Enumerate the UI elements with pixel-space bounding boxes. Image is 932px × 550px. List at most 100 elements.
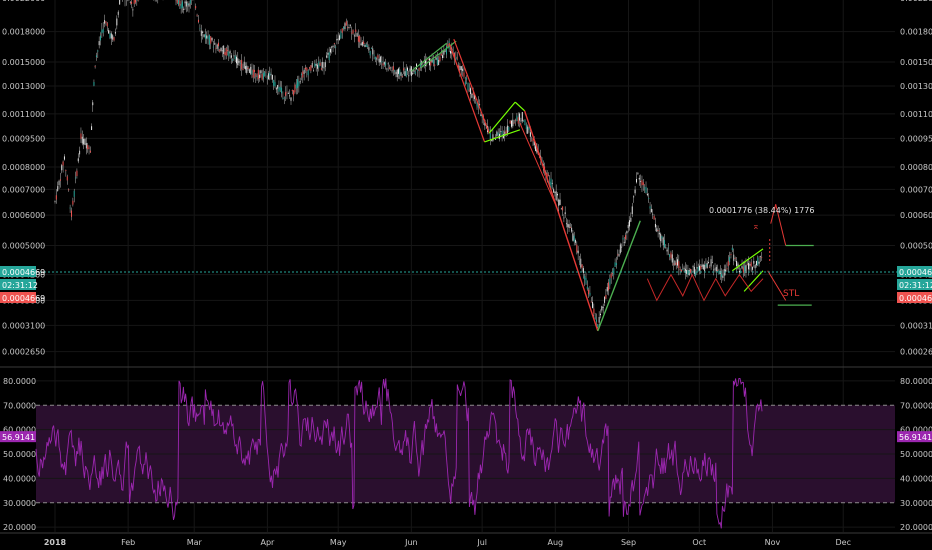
candle-body <box>304 67 306 70</box>
candle-body <box>221 50 223 52</box>
price-tick-label-left: 0.0015000 <box>2 58 45 67</box>
candle-body <box>187 3 189 5</box>
candle-body <box>207 36 209 40</box>
candle-body <box>674 260 676 266</box>
candle-body <box>251 70 253 75</box>
time-tick-label: Nov <box>765 538 781 547</box>
candle-body <box>749 264 751 266</box>
price-tick-label-left: 0.0007000 <box>2 185 45 194</box>
rsi-tick-label-right: 40.0000 <box>900 474 932 483</box>
candle-body <box>79 150 81 155</box>
candle-body <box>329 49 331 53</box>
trendline-red <box>523 110 599 332</box>
candle-body <box>80 133 82 139</box>
candle-body <box>337 38 339 40</box>
candle-body <box>261 73 263 80</box>
candle-body <box>614 262 616 267</box>
candle-body <box>257 69 259 80</box>
candle-body <box>492 134 494 141</box>
candle-body <box>388 67 390 69</box>
candle-body <box>524 120 526 126</box>
price-tick-label-right: 0.0013000 <box>900 82 932 91</box>
stl-label: STL <box>783 289 799 299</box>
candle-body <box>742 267 744 273</box>
candle-body <box>403 68 405 71</box>
price-tick-label-left: 0.0009500 <box>2 134 45 143</box>
candle-body <box>686 270 688 274</box>
candle-body <box>589 292 591 296</box>
candle-body <box>356 33 358 37</box>
candle-body <box>265 71 267 73</box>
candle-body <box>225 48 227 56</box>
candle-body <box>254 69 256 72</box>
candle-body <box>619 244 621 253</box>
price-tick-label-left: 0.0008000 <box>2 163 45 172</box>
price-tick-label-left: 0.0013000 <box>2 82 45 91</box>
candle-body <box>279 86 281 91</box>
candle-body <box>383 61 385 65</box>
candle-body <box>76 170 78 177</box>
candle-body <box>650 208 652 213</box>
candle-body <box>436 57 438 65</box>
candle-body <box>684 268 686 273</box>
candle-body <box>219 49 221 52</box>
candle-body <box>660 233 662 242</box>
candle-body <box>467 82 469 91</box>
candle-body <box>283 97 285 99</box>
candle-body <box>576 244 578 253</box>
price-tag-left-value: 0.0004669 <box>2 268 45 277</box>
candle-body <box>112 35 114 40</box>
candle-body <box>390 67 392 69</box>
candle-body <box>597 324 599 328</box>
candle-body <box>696 267 698 269</box>
candle-body <box>379 56 381 63</box>
candle-body <box>246 65 248 73</box>
candle-body <box>567 223 569 227</box>
trendline-green <box>731 248 764 272</box>
candle-body <box>271 74 273 80</box>
candle-body <box>463 72 465 77</box>
candle-body <box>340 31 342 39</box>
last-price-tag-left-value: 0.0004669 <box>2 294 45 303</box>
candle-body <box>199 28 201 30</box>
candle-body <box>575 240 577 243</box>
candle-body <box>532 138 534 141</box>
candle-body <box>736 260 738 267</box>
candle-body <box>472 93 474 95</box>
rsi-tick-label-left: 70.0000 <box>3 401 36 410</box>
last-price-tag-right-value: 0.0004669 <box>899 294 932 303</box>
time-tick-label: Mar <box>187 538 203 547</box>
candle-body <box>717 269 719 271</box>
candle-body <box>675 262 677 265</box>
candle-body <box>569 227 571 229</box>
candle-body <box>563 217 565 219</box>
candle-body <box>748 262 750 270</box>
candle-body <box>223 45 225 54</box>
candle-body <box>84 138 86 145</box>
time-axis[interactable]: 2018 Feb Mar Apr May Jun Jul Aug Sep Oct Nov Dec <box>0 532 932 547</box>
candle-body <box>475 98 477 100</box>
candle-body <box>132 9 134 11</box>
candle-body <box>435 57 437 60</box>
candle-body <box>761 256 763 258</box>
candle-body <box>640 181 642 182</box>
candle-body <box>554 191 556 193</box>
candle-body <box>315 63 317 66</box>
rsi-tick-label-right: 50.0000 <box>900 450 932 459</box>
candle-body <box>759 256 761 258</box>
candle-body <box>734 257 736 259</box>
trendline-green <box>597 220 641 332</box>
candle-body <box>555 191 557 200</box>
candle-body <box>581 264 583 269</box>
candle-body <box>395 72 397 74</box>
price-series <box>54 0 763 328</box>
candle-body <box>464 81 466 85</box>
candle-body <box>513 122 515 124</box>
candle-body <box>427 59 429 61</box>
candle-body <box>206 35 208 39</box>
candle-body <box>359 35 361 43</box>
candle-body <box>274 81 276 87</box>
candle-body <box>237 58 239 66</box>
candle-body <box>319 62 321 66</box>
candle-body <box>262 73 264 79</box>
